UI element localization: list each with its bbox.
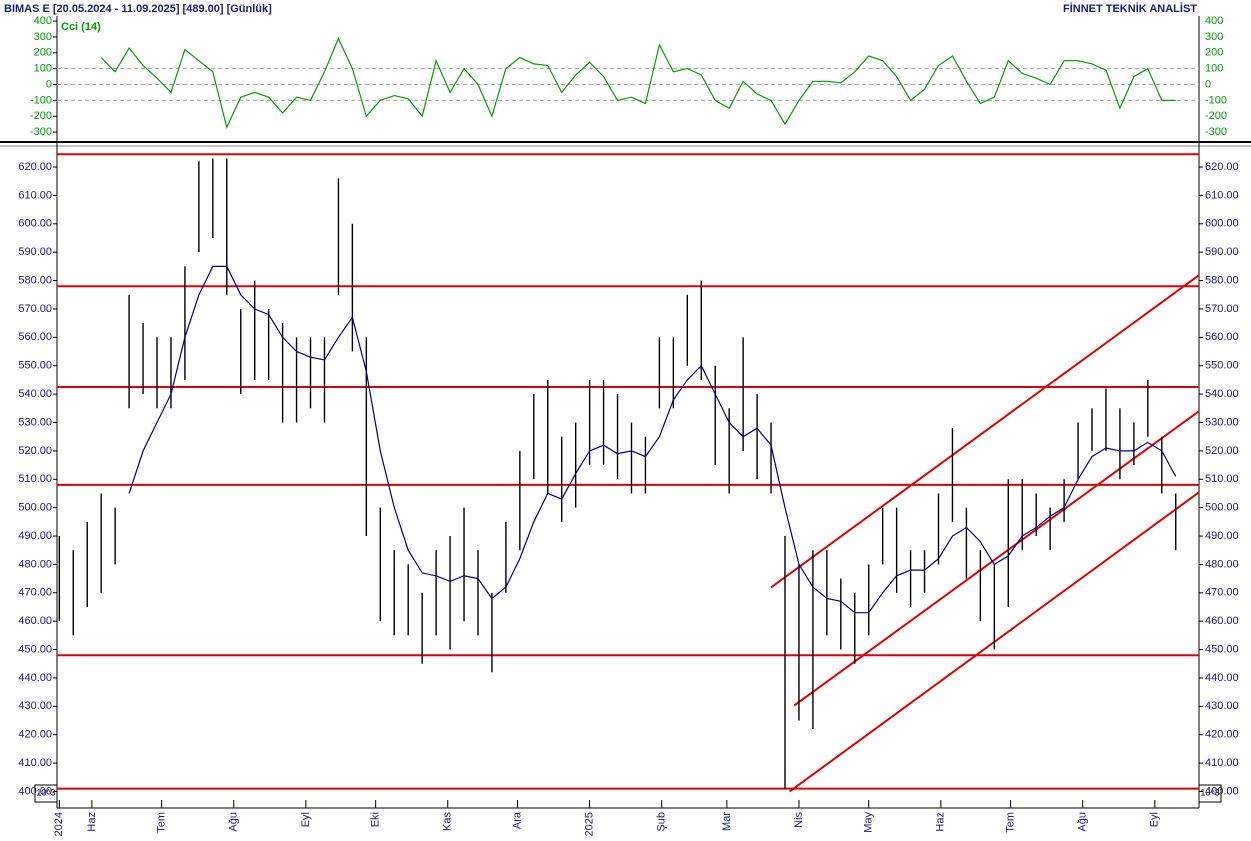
chart-title: BIMAS E [20.05.2024 - 11.09.2025] [489.0… (4, 3, 272, 15)
y-tick-label: 610.00 (1205, 189, 1239, 201)
y-tick-label: 520.00 (1205, 445, 1239, 457)
cci-tick-label: 0 (1205, 78, 1211, 90)
cci-tick-label: -300 (1205, 126, 1227, 138)
x-tick-label: Kas (442, 812, 454, 831)
cci-tick-label: 0 (46, 78, 52, 90)
y-tick-label: 550.00 (18, 360, 52, 372)
y-tick-label: 440.00 (18, 672, 52, 684)
x-tick-label: Tem (1005, 812, 1017, 833)
unit-box (1198, 784, 1222, 803)
y-tick-label: 460.00 (1205, 615, 1239, 627)
moving-average (128, 265, 1177, 614)
source-label: FİNNET TEKNİK ANALİST (1063, 2, 1197, 15)
y-tick-label: 490.00 (18, 530, 52, 542)
y-tick-label: 500.00 (18, 502, 52, 514)
x-tick-label: Ağu (1077, 812, 1089, 832)
y-tick-label: 490.00 (1205, 530, 1239, 542)
cci-tick-label: 100 (1205, 63, 1223, 75)
trend-line (793, 410, 1200, 707)
y-tick-label: 540.00 (18, 388, 52, 400)
y-tick-label: 480.00 (1205, 558, 1239, 570)
y-tick-label: 610.00 (18, 189, 52, 201)
x-tick-label: Eyl (1149, 812, 1161, 827)
y-tick-label: 600.00 (1205, 218, 1239, 230)
cci-tick-label: 400 (34, 15, 52, 27)
y-tick-label: 400.00 (1205, 785, 1239, 797)
y-tick-label: 560.00 (18, 331, 52, 343)
cci-tick-label: -200 (30, 110, 52, 122)
y-tick-label: 520.00 (18, 445, 52, 457)
x-tick-label: Ara (511, 811, 523, 829)
x-tick-label: Tem (156, 812, 168, 833)
y-tick-label: 620.00 (1205, 161, 1239, 173)
y-tick-label: 510.00 (1205, 473, 1239, 485)
y-tick-label: 400.00 (18, 785, 52, 797)
cci-tick-label: 100 (34, 63, 52, 75)
y-tick-label: 590.00 (18, 246, 52, 258)
y-tick-label: 540.00 (1205, 388, 1239, 400)
y-tick-label: 450.00 (1205, 643, 1239, 655)
cci-tick-label: 300 (34, 31, 52, 43)
x-tick-label: Eki (370, 812, 382, 827)
y-tick-label: 590.00 (1205, 246, 1239, 258)
y-tick-label: 410.00 (18, 757, 52, 769)
cci-tick-label: 200 (34, 47, 52, 59)
y-tick-label: 440.00 (1205, 672, 1239, 684)
indicator-title: Cci (14) (61, 21, 101, 33)
y-tick-label: 530.00 (1205, 416, 1239, 428)
cci-tick-label: 400 (1205, 15, 1223, 27)
y-tick-label: 470.00 (1205, 587, 1239, 599)
y-tick-label: 580.00 (1205, 274, 1239, 286)
y-tick-label: 500.00 (1205, 502, 1239, 514)
y-tick-label: 420.00 (1205, 729, 1239, 741)
cci-tick-label: 200 (1205, 47, 1223, 59)
y-tick-label: 570.00 (1205, 303, 1239, 315)
y-tick-label: 450.00 (18, 643, 52, 655)
y-tick-label: 410.00 (1205, 757, 1239, 769)
y-tick-label: 510.00 (18, 473, 52, 485)
y-tick-label: 600.00 (18, 218, 52, 230)
y-tick-label: 580.00 (18, 274, 52, 286)
y-tick-label: 550.00 (1205, 360, 1239, 372)
unit-label: 10^3 (1200, 787, 1219, 797)
y-tick-label: 570.00 (18, 303, 52, 315)
x-tick-label: Haz (935, 812, 947, 832)
x-tick-label: Haz (86, 812, 98, 832)
x-tick-label: 2024 (53, 812, 65, 836)
x-tick-label: Eyl (300, 812, 312, 827)
x-tick-label: Ağu (228, 812, 240, 832)
cci-tick-label: -100 (1205, 94, 1227, 106)
cci-tick-label: -100 (30, 94, 52, 106)
x-tick-label: May (863, 812, 875, 833)
unit-box (34, 784, 58, 803)
y-tick-label: 480.00 (18, 558, 52, 570)
y-tick-label: 530.00 (18, 416, 52, 428)
cci-tick-label: -200 (1205, 110, 1227, 122)
unit-label: 10^3 (36, 787, 55, 797)
x-tick-label: 2025 (584, 812, 596, 836)
cci-tick-label: -300 (30, 126, 52, 138)
y-tick-label: 470.00 (18, 587, 52, 599)
x-tick-label: Mar (721, 812, 733, 831)
cci-line (100, 37, 1176, 130)
y-tick-label: 430.00 (18, 700, 52, 712)
trend-line (770, 274, 1200, 589)
y-tick-label: 620.00 (18, 161, 52, 173)
x-tick-label: Nis (793, 812, 805, 828)
cci-tick-label: 300 (1205, 31, 1223, 43)
y-tick-label: 430.00 (1205, 700, 1239, 712)
x-tick-label: Şub (656, 812, 668, 832)
y-tick-label: 420.00 (18, 729, 52, 741)
y-tick-label: 560.00 (1205, 331, 1239, 343)
y-tick-label: 460.00 (18, 615, 52, 627)
